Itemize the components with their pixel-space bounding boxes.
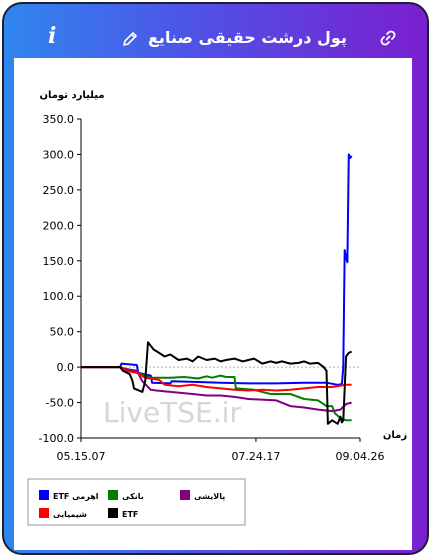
y-tick-label: -100.0 (39, 432, 74, 445)
title-group: پول درشت حقیقی صنایع (122, 26, 347, 52)
legend: ETF اهرمی بانکی پالایشی شیمیایی ETF (27, 478, 246, 526)
pencil-icon[interactable] (122, 31, 138, 47)
series-line (81, 366, 352, 392)
chart: میلیارد تومان زمان LiveTSE.ir 350.0 300.0… (27, 90, 407, 526)
card-header: i پول درشت حقیقی صنایع (4, 4, 427, 58)
legend-label: ETF (122, 510, 138, 519)
y-tick-label: -50.0 (46, 397, 74, 410)
legend-label: پالایشی (194, 492, 225, 501)
legend-label: ETF اهرمی (53, 492, 99, 501)
y-tick-label: 200.0 (43, 219, 75, 232)
legend-swatch (180, 490, 190, 500)
watermark: LiveTSE.ir (103, 396, 241, 429)
legend-label: بانکی (122, 492, 144, 501)
y-tick-label: 50.0 (50, 326, 75, 339)
legend-box (27, 478, 246, 526)
legend-swatch (108, 490, 118, 500)
y-axis-label: میلیارد تومان (39, 90, 104, 101)
y-tick-label: 250.0 (43, 184, 75, 197)
card: i پول درشت حقیقی صنایع میلیارد تومان زما… (2, 2, 429, 555)
series-line (81, 153, 353, 386)
y-tick-label: 100.0 (43, 290, 75, 303)
x-tick-label: 07.24.17 (231, 450, 280, 463)
y-tick-label: 350.0 (43, 113, 75, 126)
y-tick-label: 300.0 (43, 148, 75, 161)
legend-label: شیمیایی (53, 510, 87, 519)
series-group (81, 153, 353, 425)
info-icon[interactable]: i (48, 23, 57, 49)
series-line (81, 341, 353, 425)
link-icon[interactable] (379, 29, 397, 47)
y-tick-label: 0.0 (57, 361, 75, 374)
y-tick-label: 150.0 (43, 255, 75, 268)
x-tick-label: 05.15.07 (57, 450, 106, 463)
axes-group: 350.0 300.0 250.0 200.0 150.0 100.0 50.0 0.0 -50… (39, 113, 385, 463)
legend-swatch (39, 490, 49, 500)
x-axis-label: زمان (383, 430, 407, 441)
legend-swatch (108, 508, 118, 518)
x-tick-label: 09.04.26 (336, 450, 385, 463)
page-title: پول درشت حقیقی صنایع (148, 28, 347, 47)
chart-panel: میلیارد تومان زمان LiveTSE.ir 350.0 300.0… (14, 58, 412, 550)
legend-swatch (39, 508, 49, 518)
